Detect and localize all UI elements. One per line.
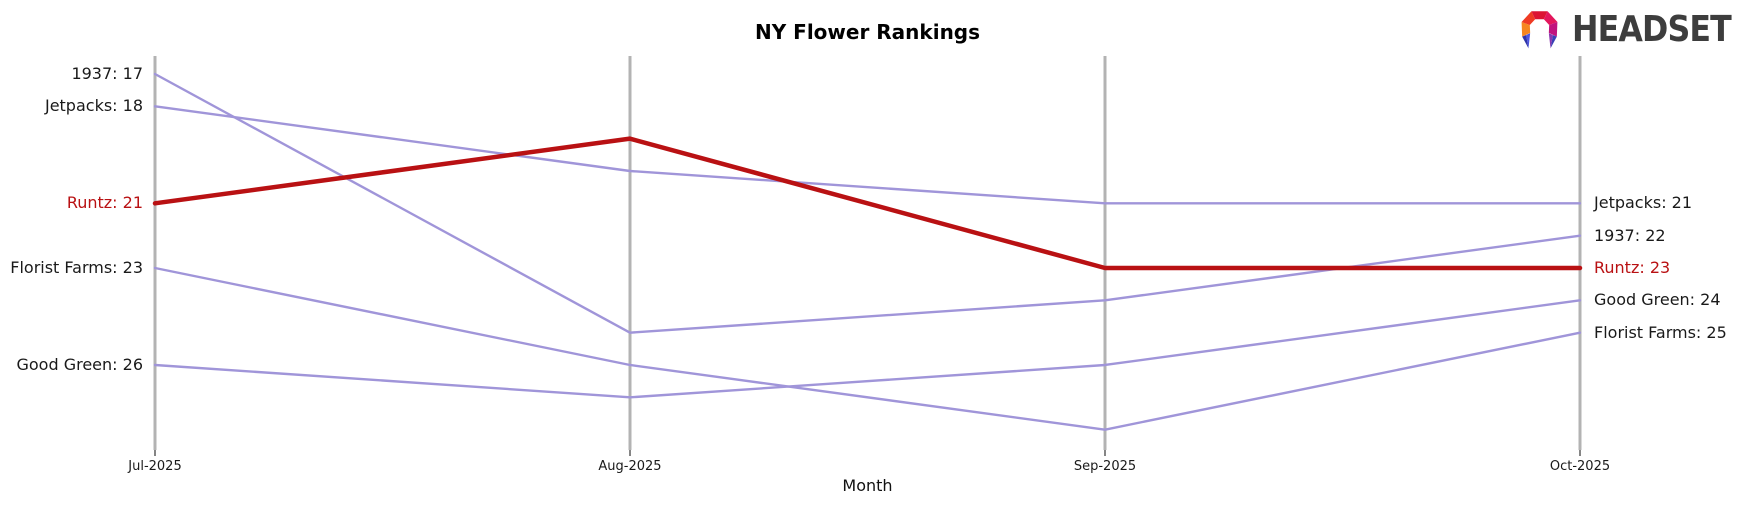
series-line-jetpacks [153, 105, 1582, 205]
x-tick-label: Sep-2025 [1073, 459, 1137, 474]
series-line-runtz [152, 136, 1583, 271]
series-label-right-runtz: Runtz: 23 [1594, 257, 1671, 277]
x-tick-label: Aug-2025 [598, 459, 662, 474]
series-line-florist-farms [153, 266, 1582, 431]
series-label-right-florist-farms: Florist Farms: 25 [1594, 322, 1727, 342]
headset-logo-text: HEADSET [1572, 9, 1732, 50]
series-label-left-jetpacks: Jetpacks: 18 [44, 96, 143, 116]
headset-logo: HEADSET [1516, 5, 1753, 55]
series-label-left-1937: 1937: 17 [71, 64, 143, 83]
x-tick-label: Oct-2025 [1549, 459, 1611, 474]
series-label-right-jetpacks: Jetpacks: 21 [1594, 193, 1693, 213]
series-label-right-1937: 1937: 22 [1594, 225, 1666, 245]
series-label-left-runtz: Runtz: 21 [66, 193, 143, 213]
series-label-right-good-green: Good Green: 24 [1594, 290, 1721, 310]
headset-logo-icon [1521, 11, 1558, 49]
series-line-good-green [153, 299, 1582, 399]
chart-title: NY Flower Rankings [754, 20, 981, 44]
series-label-left-good-green: Good Green: 26 [16, 354, 143, 374]
x-axis-label: Month [842, 476, 893, 495]
series-label-left-florist-farms: Florist Farms: 23 [10, 257, 143, 277]
x-tick-label: Jul-2025 [128, 459, 182, 474]
